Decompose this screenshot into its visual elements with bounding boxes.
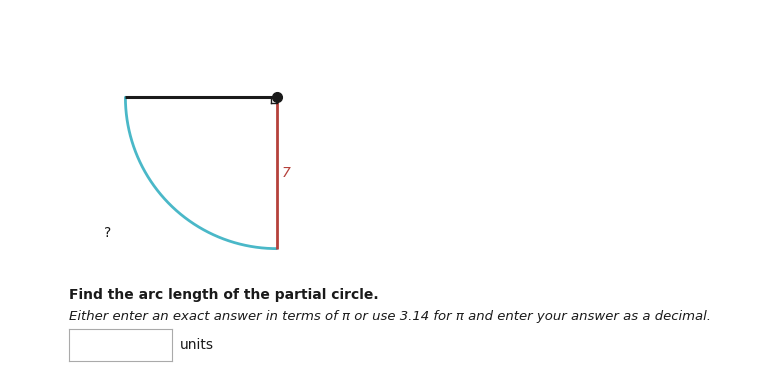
Text: units: units (180, 338, 213, 352)
Text: Find the arc length of the partial circle.: Find the arc length of the partial circl… (69, 288, 379, 302)
Text: 7: 7 (282, 166, 291, 180)
Text: ?: ? (105, 226, 112, 241)
Text: Either enter an exact answer in terms of π or use 3.14 for π and enter your answ: Either enter an exact answer in terms of… (69, 310, 711, 323)
